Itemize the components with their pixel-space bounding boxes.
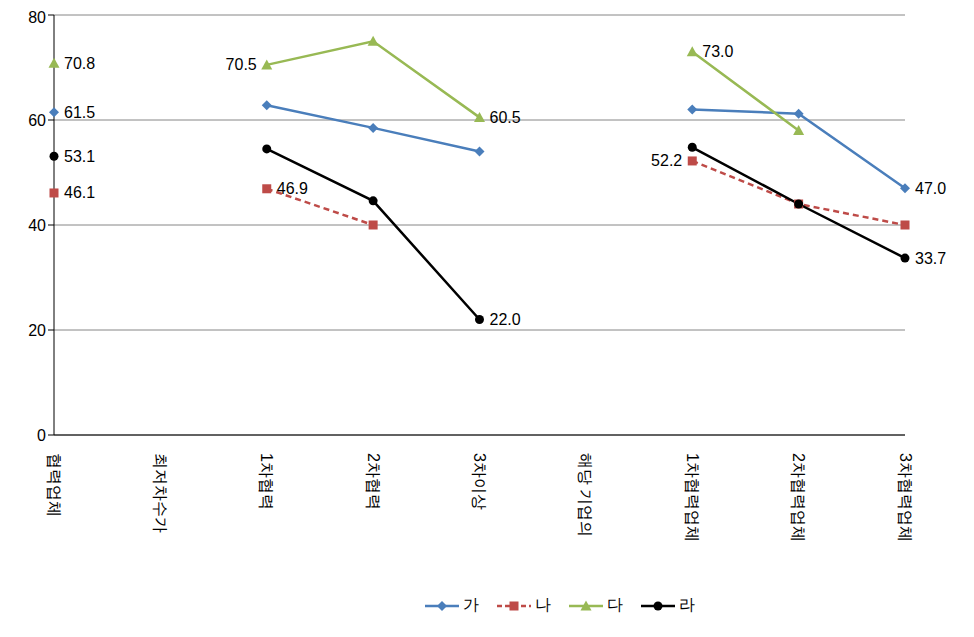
svg-text:60.5: 60.5 xyxy=(490,109,521,126)
svg-text:53.1: 53.1 xyxy=(64,148,95,165)
svg-text:40: 40 xyxy=(28,217,46,234)
svg-text:70.5: 70.5 xyxy=(226,56,257,73)
svg-text:1차협력업체: 1차협력업체 xyxy=(684,453,701,542)
svg-text:3차이상: 3차이상 xyxy=(471,453,488,510)
svg-text:61.5: 61.5 xyxy=(64,104,95,121)
svg-text:60: 60 xyxy=(28,112,46,129)
svg-text:0: 0 xyxy=(37,427,46,444)
svg-text:최저차수가: 최저차수가 xyxy=(152,453,169,533)
svg-text:2차협력업체: 2차협력업체 xyxy=(790,453,807,542)
svg-text:해당 기업의: 해당 기업의 xyxy=(577,453,594,537)
html-text:나: 나 xyxy=(534,596,551,613)
svg-text:73.0: 73.0 xyxy=(702,43,733,60)
svg-text:46.9: 46.9 xyxy=(277,180,308,197)
svg-text:80: 80 xyxy=(28,9,46,26)
svg-text:47.0: 47.0 xyxy=(915,180,946,197)
svg-text:22.0: 22.0 xyxy=(490,311,521,328)
html-text:다: 다 xyxy=(606,596,623,613)
svg-text:협력업체: 협력업체 xyxy=(46,453,63,517)
svg-text:70.8: 70.8 xyxy=(64,55,95,72)
svg-text:33.7: 33.7 xyxy=(915,250,946,267)
svg-text:52.2: 52.2 xyxy=(651,152,682,169)
svg-text:46.1: 46.1 xyxy=(64,184,95,201)
svg-text:1차협력: 1차협력 xyxy=(258,453,275,510)
svg-text:20: 20 xyxy=(28,322,46,339)
html-text:가: 가 xyxy=(462,596,479,613)
html-text:라: 라 xyxy=(678,596,695,613)
svg-text:2차협력: 2차협력 xyxy=(365,453,382,510)
svg-text:3차협력업체: 3차협력업체 xyxy=(897,453,914,542)
